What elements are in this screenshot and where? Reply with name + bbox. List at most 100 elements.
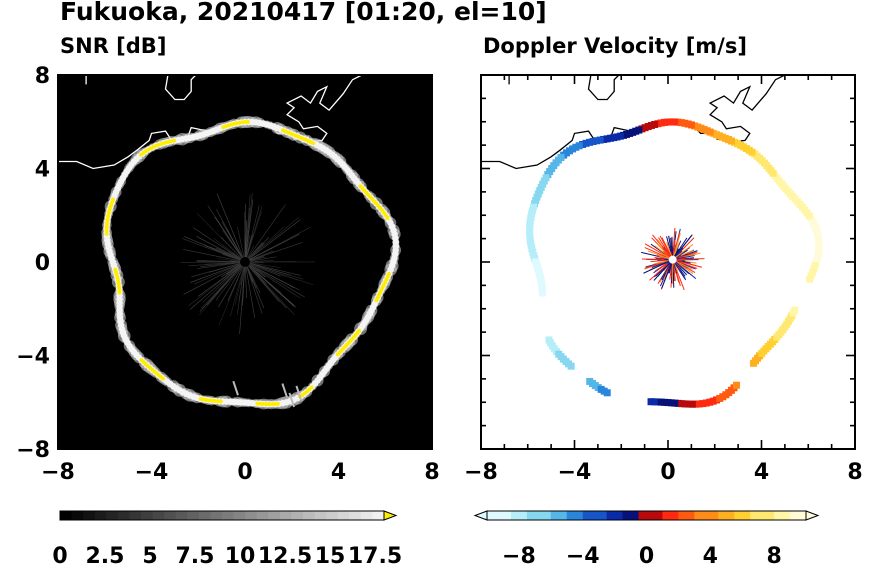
doppler-colorbar-cell <box>638 511 647 520</box>
snr-colorbar-cell <box>187 511 200 520</box>
snr-clutter-ray <box>197 261 246 269</box>
snr-colorbar-cell <box>256 511 269 520</box>
snr-ring-max <box>267 402 272 407</box>
doppler-colorbar-cell <box>710 511 719 520</box>
doppler-colorbar-cell <box>742 511 751 520</box>
doppler-ring-cell <box>791 306 799 314</box>
doppler-ring-cell <box>695 400 703 408</box>
snr-clutter-ray <box>196 260 246 263</box>
snr-colorbar-cell <box>372 511 385 520</box>
snr-colorbar-cell <box>303 511 316 520</box>
doppler-colorbar-cell <box>542 511 552 520</box>
snr-ring-max <box>272 402 277 407</box>
snr-ring-max <box>245 119 250 124</box>
snr-clutter-ray <box>201 261 246 309</box>
snr-clutter-ray <box>244 261 281 268</box>
snr-y-tick-label: −8 <box>16 438 50 463</box>
doppler-ring-cell <box>815 243 823 251</box>
snr-colorbar-extend <box>383 510 398 521</box>
snr-colorbar-label: 10 <box>225 544 256 569</box>
snr-ring-max <box>358 184 363 189</box>
snr-colorbar-label: 17.5 <box>348 544 402 569</box>
doppler-colorbar-extend-low <box>473 510 488 521</box>
doppler-ring-cell <box>813 254 821 262</box>
doppler-colorbar-cell <box>670 511 679 520</box>
doppler-clutter-ray <box>672 259 687 281</box>
snr-x-tick-label: 4 <box>331 460 346 485</box>
snr-colorbar-cell <box>233 511 246 520</box>
snr-x-tick-label: 8 <box>424 460 439 485</box>
doppler-ring-cell <box>811 262 819 270</box>
doppler-ring-cell <box>681 400 689 408</box>
doppler-colorbar-cell <box>582 511 592 520</box>
snr-colorbar: 0 2.5 5 7.5 10 12.5 15 17.5 <box>52 510 402 569</box>
snr-colorbar-cell <box>349 511 362 520</box>
snr-clutter-ray <box>196 213 246 263</box>
doppler-colorbar-cell <box>534 511 544 520</box>
doppler-colorbar-cell <box>526 511 536 520</box>
snr-colorbar-label: 7.5 <box>176 544 215 569</box>
snr-ring-max <box>218 399 223 404</box>
snr-clutter-ray <box>193 227 246 263</box>
doppler-panel: −8 −4 0 4 8 <box>464 74 863 485</box>
snr-colorbar-cell <box>83 511 96 520</box>
doppler-ring-cell <box>810 265 818 273</box>
snr-y-tick-label: 8 <box>35 64 50 89</box>
snr-colorbar-label: 0 <box>52 544 67 569</box>
doppler-ring-cell <box>815 247 823 255</box>
snr-axes: −8 −4 0 4 8 8 4 0 −4 −8 <box>16 64 439 485</box>
snr-clutter-ray <box>226 228 246 263</box>
doppler-coastline <box>587 75 620 101</box>
doppler-colorbar-cell <box>750 511 759 520</box>
snr-y-tick-label: 0 <box>35 251 50 276</box>
snr-clutter-ray <box>202 261 246 303</box>
snr-colorbar-cell <box>117 511 130 520</box>
snr-ring-spike <box>232 380 239 396</box>
snr-clutter-ray <box>188 261 246 307</box>
doppler-colorbar-cell <box>558 511 568 520</box>
doppler-colorbar-cell <box>487 511 496 520</box>
snr-ring-max <box>255 401 260 406</box>
doppler-ring-cell <box>692 400 700 408</box>
snr-colorbar-cell <box>245 511 258 520</box>
snr-clutter-ray <box>208 261 246 273</box>
snr-colorbar-cell <box>129 511 142 520</box>
snr-ring-max <box>264 402 269 407</box>
doppler-colorbar-cell <box>766 511 775 520</box>
snr-colorbar-frame <box>59 510 385 521</box>
snr-colorbar-cell <box>106 511 119 520</box>
doppler-x-tick-label: 8 <box>847 460 862 485</box>
doppler-colorbar-cell <box>734 511 743 520</box>
snr-colorbar-label: 5 <box>142 544 157 569</box>
snr-clutter-ray <box>244 261 301 299</box>
snr-clutter-ray <box>218 261 246 326</box>
doppler-ring-cell <box>526 220 534 228</box>
snr-ring-max <box>105 220 110 225</box>
snr-colorbar-cell <box>71 511 84 520</box>
snr-coastline <box>164 75 197 101</box>
doppler-colorbar-cell <box>590 511 600 520</box>
snr-clutter-ray <box>215 261 246 301</box>
doppler-ring-cell <box>593 137 601 145</box>
doppler-ring-cell <box>526 224 534 232</box>
snr-ring-max <box>104 225 109 230</box>
snr-y-tick-label: 4 <box>35 158 50 183</box>
snr-ring-echo <box>388 262 396 270</box>
doppler-colorbar-cell <box>630 511 640 520</box>
doppler-colorbar-cell <box>622 511 632 520</box>
snr-clutter-ray <box>207 205 246 263</box>
snr-clutter-ray <box>218 261 246 308</box>
snr-clutter-ray <box>210 246 246 263</box>
snr-clutter-ray <box>244 261 314 286</box>
doppler-colorbar-label: −8 <box>502 544 536 569</box>
doppler-colorbar-cell <box>574 511 584 520</box>
snr-colorbar-label: 12.5 <box>258 544 312 569</box>
doppler-colorbar-label: 0 <box>639 544 654 569</box>
snr-clutter-ray <box>237 226 246 263</box>
doppler-colorbar-cell <box>790 511 799 520</box>
doppler-ring-cell <box>814 251 822 259</box>
doppler-ring-cell <box>815 240 823 248</box>
snr-x-tick-label: 0 <box>237 460 252 485</box>
snr-clutter-ray <box>244 219 301 263</box>
doppler-clutter-ray <box>649 259 674 281</box>
